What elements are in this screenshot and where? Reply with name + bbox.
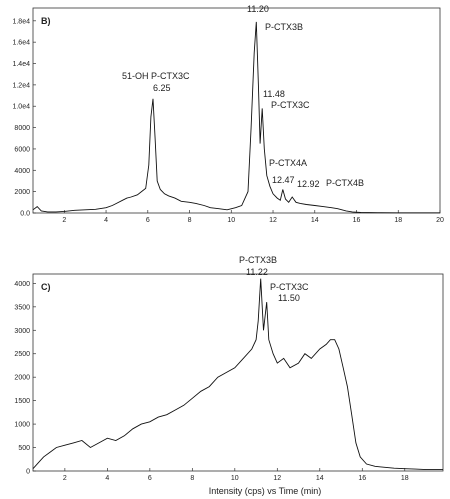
c-x-tick-label: 12 xyxy=(273,475,281,482)
b-y-tick-label: 4000 xyxy=(14,168,30,175)
annot-11-48: 11.48 xyxy=(263,89,285,99)
annot-11-50: 11.50 xyxy=(278,293,300,303)
annot-12-47: 12.47 xyxy=(272,175,295,185)
c-y-tick-label: 500 xyxy=(18,445,30,452)
annot-12-92: 12.92 xyxy=(297,179,320,189)
c-y-tick-label: 3000 xyxy=(14,328,30,335)
c-x-tick-label: 16 xyxy=(358,475,366,482)
panel-c-plot-frame xyxy=(32,273,444,472)
panel-b-series-line xyxy=(32,21,440,214)
c-x-tick-label: 6 xyxy=(148,475,152,482)
annot-51-oh-p-ctx3c: 51-OH P-CTX3C xyxy=(122,71,190,81)
b-x-tick-label: 8 xyxy=(188,217,192,224)
c-y-tick-label: 0 xyxy=(26,469,30,476)
annot-11-22: 11.22 xyxy=(246,267,268,277)
annot-p-ctx3c-c: P-CTX3C xyxy=(270,282,309,292)
c-x-tick-label: 10 xyxy=(231,475,239,482)
b-y-tick-label: 1.6e4 xyxy=(12,40,30,47)
c-x-tick-label: 8 xyxy=(190,475,194,482)
b-y-tick-label: 1.4e4 xyxy=(12,61,30,68)
c-y-tick-label: 2000 xyxy=(14,375,30,382)
annot-6-25: 6.25 xyxy=(153,83,171,93)
c-y-tick-label: 3500 xyxy=(14,304,30,311)
c-y-tick-label: 1500 xyxy=(14,398,30,405)
annot-p-ctx3b-b: P-CTX3B xyxy=(265,22,303,32)
b-x-tick-label: 12 xyxy=(269,217,277,224)
b-y-tick-label: 6000 xyxy=(14,146,30,153)
c-x-tick-label: 18 xyxy=(401,475,409,482)
b-x-tick-label: 2 xyxy=(62,217,66,224)
annot-p-ctx4a: P-CTX4A xyxy=(269,158,307,168)
annot-p-ctx3c-b: P-CTX3C xyxy=(271,100,310,110)
b-x-tick-label: 18 xyxy=(394,217,402,224)
c-x-tick-label: 2 xyxy=(63,475,67,482)
panel-b-plot-frame xyxy=(32,7,441,214)
panel-c-label: C) xyxy=(41,282,51,292)
annot-11-20: 11.20 xyxy=(247,4,269,14)
b-y-tick-label: 1.2e4 xyxy=(12,82,30,89)
b-x-tick-label: 20 xyxy=(436,217,444,224)
b-x-tick-label: 14 xyxy=(311,217,319,224)
b-x-tick-label: 10 xyxy=(227,217,235,224)
annot-p-ctx4b: P-CTX4B xyxy=(326,178,364,188)
panel-c-x-axis-title: Intensity (cps) vs Time (min) xyxy=(209,486,322,496)
c-y-tick-label: 2500 xyxy=(14,351,30,358)
b-x-tick-label: 16 xyxy=(353,217,361,224)
b-y-tick-label: 1.0e4 xyxy=(12,104,30,111)
panel-c-chart: C) 0 500 1000 1500 2000 2500 3000 3500 4000 2 4 6 8… xyxy=(14,255,444,496)
c-y-tick-label: 4000 xyxy=(14,281,30,288)
annot-p-ctx3b-c: P-CTX3B xyxy=(239,255,277,265)
panel-c-y-axis: 0 500 1000 1500 2000 2500 3000 3500 4000 xyxy=(14,281,36,476)
panel-b-y-axis: 0.0 2000 4000 6000 8000 1.0e4 1.2e4 1.4e4 1.6e4 1… xyxy=(12,18,36,218)
panel-c-x-axis: 2 4 6 8 10 12 14 16 18 xyxy=(63,468,409,482)
panel-b-x-axis: 2 4 6 8 10 12 14 16 18 20 xyxy=(62,210,444,224)
c-x-tick-label: 4 xyxy=(105,475,109,482)
b-y-tick-label: 1.8e4 xyxy=(12,18,30,25)
panel-b-chart: B) 0.0 2000 4000 6000 8000 1.0e4 1.2e4 1.4e4 1.6… xyxy=(12,4,444,224)
b-x-tick-label: 6 xyxy=(146,217,150,224)
b-y-tick-label: 0.0 xyxy=(20,211,30,218)
c-y-tick-label: 1000 xyxy=(14,422,30,429)
b-y-tick-label: 8000 xyxy=(14,125,30,132)
c-x-tick-label: 14 xyxy=(316,475,324,482)
panel-b-label: B) xyxy=(41,16,51,26)
b-x-tick-label: 4 xyxy=(104,217,108,224)
panel-c-series-line xyxy=(32,278,443,471)
b-y-tick-label: 2000 xyxy=(14,189,30,196)
